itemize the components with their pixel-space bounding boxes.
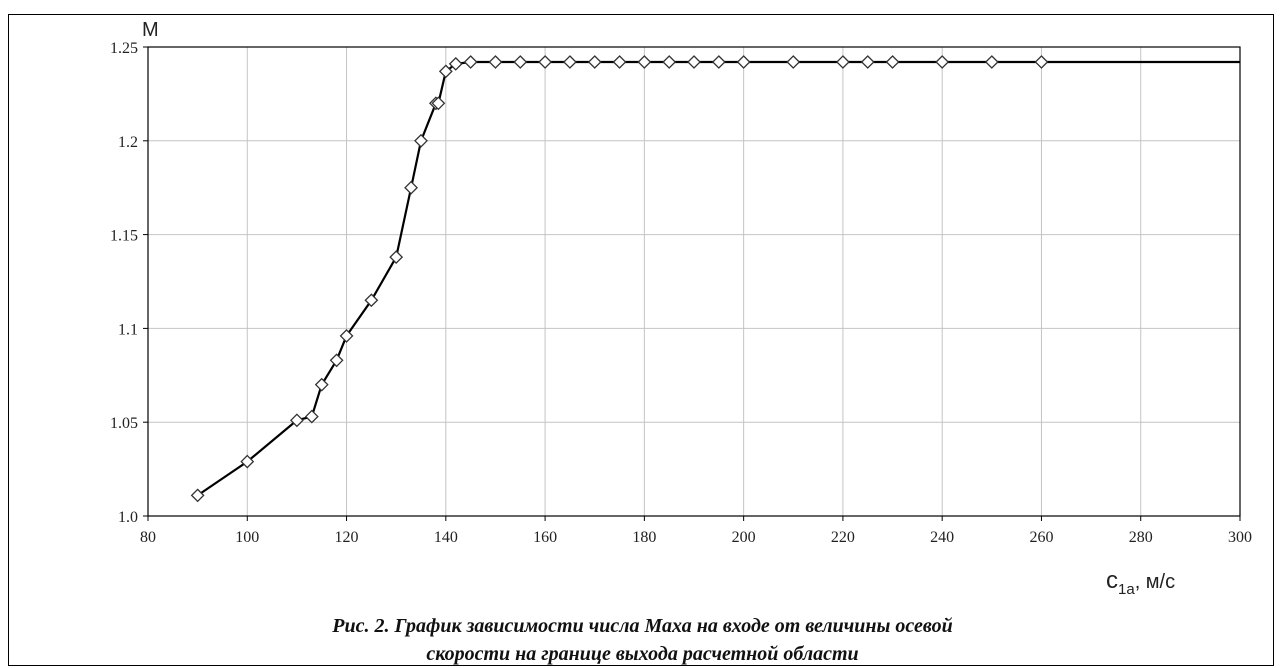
data-point-marker [984,55,999,69]
data-point-marker [1034,55,1049,69]
series-markers [190,55,1049,503]
data-point-marker [414,133,428,148]
data-point-marker [562,55,577,69]
mach-chart: 80 100 120 140 160 180 200 220 240 260 280 300 1.01… [110,19,1252,598]
grid-lines [147,46,1241,517]
x-tick-label: 200 [732,529,756,546]
y-axis-ticks: 1.0 1.05 1.1 1.15 1.2 1.25 [110,40,148,526]
x-tick-label: 260 [1029,529,1053,546]
data-point-marker [314,377,329,392]
y-tick-label: 1.05 [110,415,138,432]
x-tick-label: 300 [1228,529,1252,546]
caption-line-2: скорости на границе выхода расчетной обл… [426,643,859,665]
data-point-marker [513,55,528,69]
data-point-marker [431,96,446,111]
y-axis-label: M [142,19,159,41]
data-point-marker [190,488,205,503]
data-point-marker [389,250,404,265]
x-tick-label: 160 [533,529,557,546]
data-point-marker [488,55,503,69]
series-line [196,60,1240,497]
y-tick-label: 1.2 [118,134,138,151]
caption-line-1: Рис. 2. График зависимости числа Маха на… [332,615,953,637]
data-point-marker [736,55,751,69]
data-point-marker [289,413,304,428]
data-point-marker [637,55,652,69]
data-point-marker [935,55,950,69]
data-point-marker [835,55,850,69]
data-point-marker [304,409,319,424]
x-axis-ticks: 80 100 120 140 160 180 200 220 240 260 280 300 [140,516,1252,546]
data-point-marker [587,55,602,69]
data-point-marker [240,454,255,469]
x-tick-label: 280 [1129,529,1153,546]
data-point-marker [438,64,453,79]
data-point-marker [711,55,726,69]
data-point-marker [786,55,801,69]
x-tick-label: 80 [140,529,156,546]
data-point-marker [329,353,344,368]
data-point-marker [860,55,875,69]
y-tick-label: 1.15 [110,228,138,245]
data-point-marker [463,55,478,69]
x-tick-label: 140 [434,529,458,546]
x-tick-label: 220 [831,529,855,546]
data-point-marker [448,56,463,71]
y-tick-label: 1.1 [118,321,138,338]
figure-frame [8,14,1274,666]
y-tick-label: 1.25 [110,40,138,57]
data-point-marker [538,55,553,69]
data-point-marker [612,55,627,69]
x-tick-label: 100 [235,529,259,546]
y-tick-label: 1.0 [118,509,138,526]
x-tick-label: 240 [930,529,954,546]
data-point-marker [687,55,701,69]
data-point-marker [662,55,677,69]
data-point-marker [364,293,379,308]
x-axis-label: c1a, м/с [1106,567,1175,598]
figure-caption: Рис. 2. График зависимости числа Маха на… [0,612,1285,668]
data-point-marker [404,180,418,195]
x-tick-label: 120 [335,529,359,546]
data-point-marker [339,328,354,343]
data-point-marker [885,55,900,69]
x-tick-label: 180 [632,529,656,546]
plot-area [147,46,1241,517]
